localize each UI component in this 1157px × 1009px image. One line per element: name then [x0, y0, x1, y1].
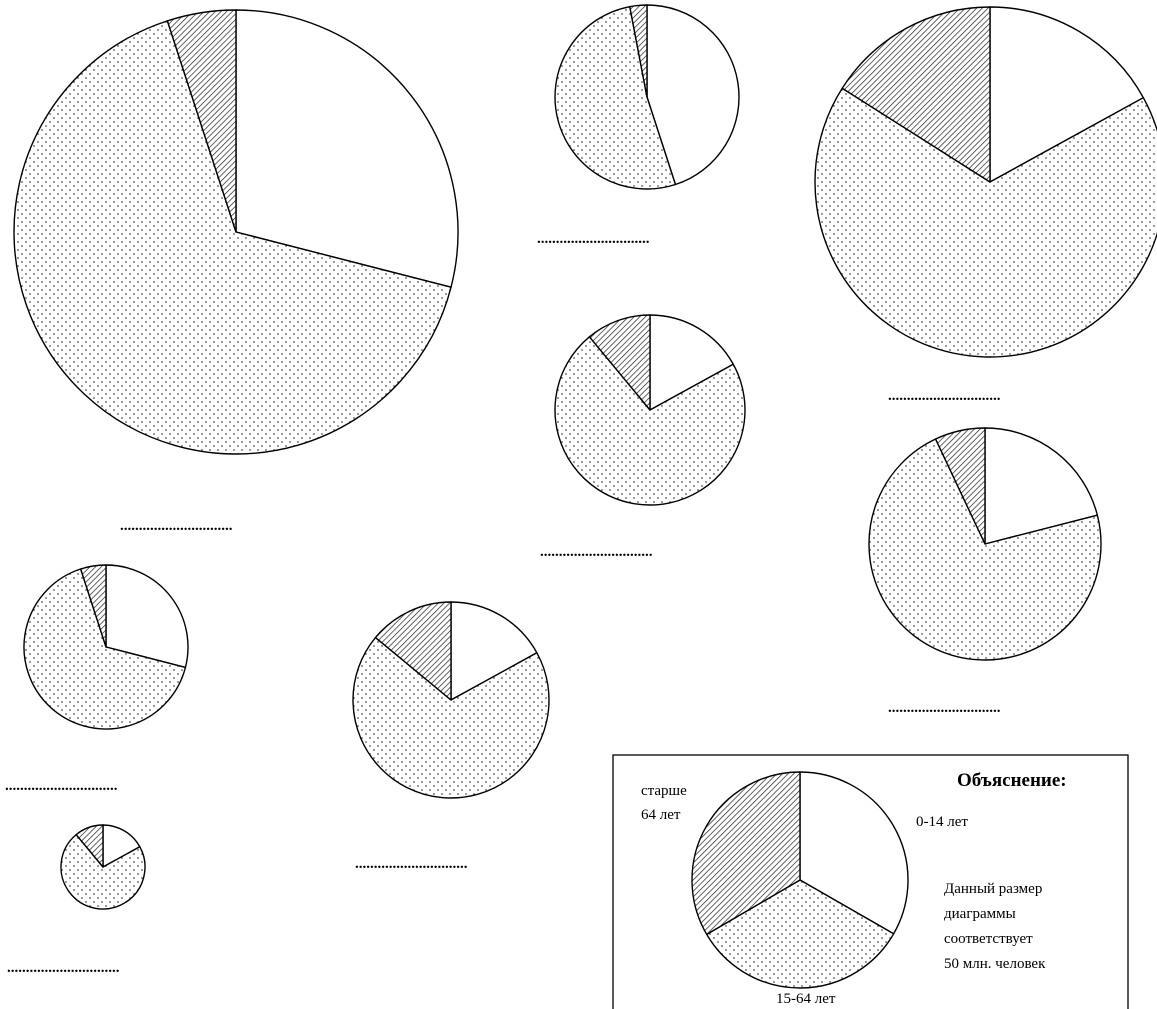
- answer-blanks: ........................................…: [5, 231, 1001, 976]
- pie-slice-hatch: [79, 564, 107, 648]
- pie-slice-hatch: [629, 4, 648, 98]
- pie-slice-hatch: [166, 9, 237, 233]
- pie-chart: [814, 6, 1157, 358]
- pie-slice-dots: [706, 879, 895, 989]
- answer-blank: ..............................: [888, 700, 1001, 716]
- legend-box: [612, 754, 1129, 1009]
- pie-slice-dots: [23, 568, 187, 730]
- answer-blank: ..............................: [540, 544, 653, 560]
- pie-slice-dots: [554, 336, 746, 506]
- answer-blank: ..............................: [888, 388, 1001, 404]
- answer-blank: ..............................: [537, 231, 650, 247]
- pie-slice-blank: [989, 6, 1145, 183]
- pie-slice-blank: [102, 824, 141, 868]
- pie-slice-blank: [105, 564, 189, 669]
- pie-slice-dots: [60, 833, 146, 910]
- pie-chart: [13, 9, 459, 455]
- legend-label-young: 0-14 лет: [916, 814, 968, 830]
- legend-label-working: 15-64 лет: [776, 991, 836, 1007]
- pie-slice-dots: [868, 438, 1102, 661]
- pie-slice-blank: [646, 4, 740, 186]
- pie-slice-dots: [554, 5, 677, 190]
- pie-chart: [554, 314, 746, 506]
- pie-slice-hatch: [841, 6, 991, 183]
- pie-chart: [352, 601, 550, 799]
- legend-pie: [691, 771, 909, 989]
- pie-slice-blank: [984, 427, 1099, 545]
- answer-blank: ..............................: [355, 856, 468, 872]
- answer-blank: ..............................: [120, 518, 233, 534]
- pie-slice-hatch: [75, 824, 104, 868]
- pie-slice-dots: [13, 20, 452, 455]
- pie-slice-blank: [799, 771, 909, 935]
- legend-note-1: Данный размер: [944, 881, 1042, 897]
- pie-slice-hatch: [934, 427, 986, 545]
- pies-layer: [13, 4, 1157, 989]
- pie-chart: [868, 427, 1102, 661]
- legend-label-old-1: старше: [641, 783, 687, 799]
- pie-slice-hatch: [374, 601, 452, 701]
- pie-chart: [23, 564, 189, 730]
- legend-note-3: соответствует: [944, 931, 1033, 947]
- pie-chart: [554, 4, 740, 190]
- legend-note-2: диаграммы: [944, 906, 1016, 922]
- pie-slice-blank: [450, 601, 538, 701]
- pie-chart: [60, 824, 146, 910]
- pie-slice-dots: [352, 636, 550, 799]
- legend-label-old-2: 64 лет: [641, 807, 681, 823]
- pie-slice-dots: [814, 87, 1157, 358]
- pie-slice-blank: [649, 314, 734, 411]
- answer-blank: ..............................: [7, 960, 120, 976]
- pie-slice-blank: [235, 9, 459, 288]
- pie-slice-hatch: [588, 314, 651, 411]
- pie-slice-hatch: [691, 771, 801, 936]
- answer-blank: ..............................: [5, 778, 118, 794]
- legend-note-4: 50 млн. человек: [944, 956, 1046, 972]
- legend-title: Объяснение:: [957, 770, 1067, 791]
